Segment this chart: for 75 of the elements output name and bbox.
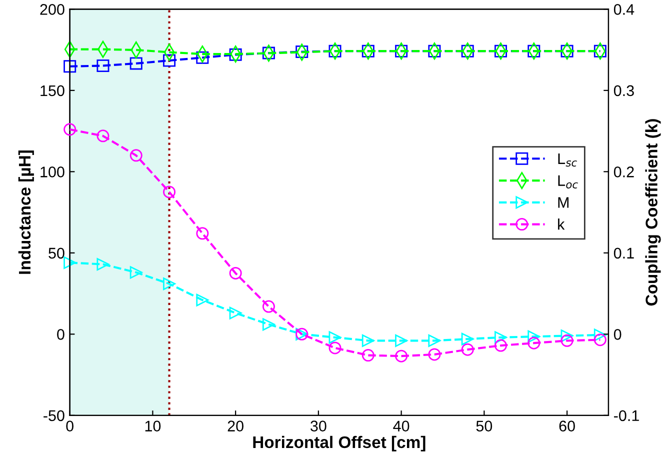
y2-tick-label: 0 (614, 329, 622, 340)
point (262, 46, 275, 60)
point (428, 44, 441, 58)
x-tick-label: 0 (66, 420, 74, 432)
point (528, 336, 540, 350)
point (328, 342, 342, 354)
y2-tick-label: 0.2 (614, 166, 634, 178)
y-tick-label: -50 (44, 410, 64, 422)
legend-label: k (558, 218, 565, 230)
x-tick-label: 20 (228, 420, 244, 432)
point (461, 343, 474, 356)
point (328, 44, 342, 58)
y-tick-label: 150 (40, 85, 64, 96)
point (560, 44, 574, 58)
legend-label: L$_{oc}$ (558, 175, 578, 188)
x-axis-title: Horizontal Offset [cm] (253, 436, 426, 452)
point (395, 334, 408, 347)
point (362, 334, 374, 347)
point (130, 149, 142, 162)
point (130, 57, 142, 70)
point (461, 44, 474, 58)
point (229, 48, 242, 61)
x-tick-label: 50 (476, 420, 492, 432)
point (362, 44, 374, 58)
point (528, 330, 540, 343)
point (196, 294, 209, 306)
y2-tick-label: 0.1 (614, 248, 634, 259)
y-axis-title: Inductance [µH] (18, 150, 34, 274)
point (594, 334, 606, 346)
y2-tick-label: 0.4 (614, 4, 634, 15)
point (96, 258, 110, 271)
y2-tick-label: 0.3 (614, 85, 634, 96)
point (494, 44, 507, 58)
y-tick-label: 50 (48, 248, 64, 259)
x-tick-label: 30 (310, 420, 326, 432)
point (163, 54, 176, 67)
point (64, 256, 76, 269)
point (296, 46, 308, 58)
point (229, 306, 242, 320)
point (163, 186, 176, 198)
point (64, 60, 76, 73)
point (461, 332, 474, 346)
point (560, 334, 574, 347)
point (196, 227, 209, 240)
y-tick-label: 200 (40, 4, 64, 15)
x-tick-label: 40 (393, 420, 410, 432)
point (560, 330, 574, 342)
point (328, 331, 342, 344)
point (395, 350, 408, 362)
legend-label: M (558, 197, 568, 208)
point (96, 130, 110, 142)
point (229, 266, 242, 280)
y2-tick-label: -0.1 (614, 410, 639, 422)
point (494, 331, 507, 344)
point (64, 123, 76, 136)
point (196, 51, 209, 64)
x-tick-label: 10 (145, 420, 161, 432)
point (96, 59, 110, 72)
y-tick-label: 0 (57, 329, 64, 340)
point (163, 278, 176, 290)
point (262, 318, 275, 331)
y-tick-label: 100 (40, 166, 64, 178)
point (130, 266, 142, 279)
legend-label: L$_{sc}$ (558, 153, 577, 167)
point (428, 334, 441, 347)
point (494, 339, 507, 352)
y2-axis-title: Coupling Coefficient (k) (645, 119, 661, 306)
point (594, 328, 606, 342)
point (262, 300, 275, 313)
point (395, 44, 408, 58)
point (594, 44, 606, 58)
point (528, 44, 540, 58)
x-tick-label: 60 (559, 420, 575, 432)
point (428, 348, 441, 361)
point (362, 349, 374, 362)
